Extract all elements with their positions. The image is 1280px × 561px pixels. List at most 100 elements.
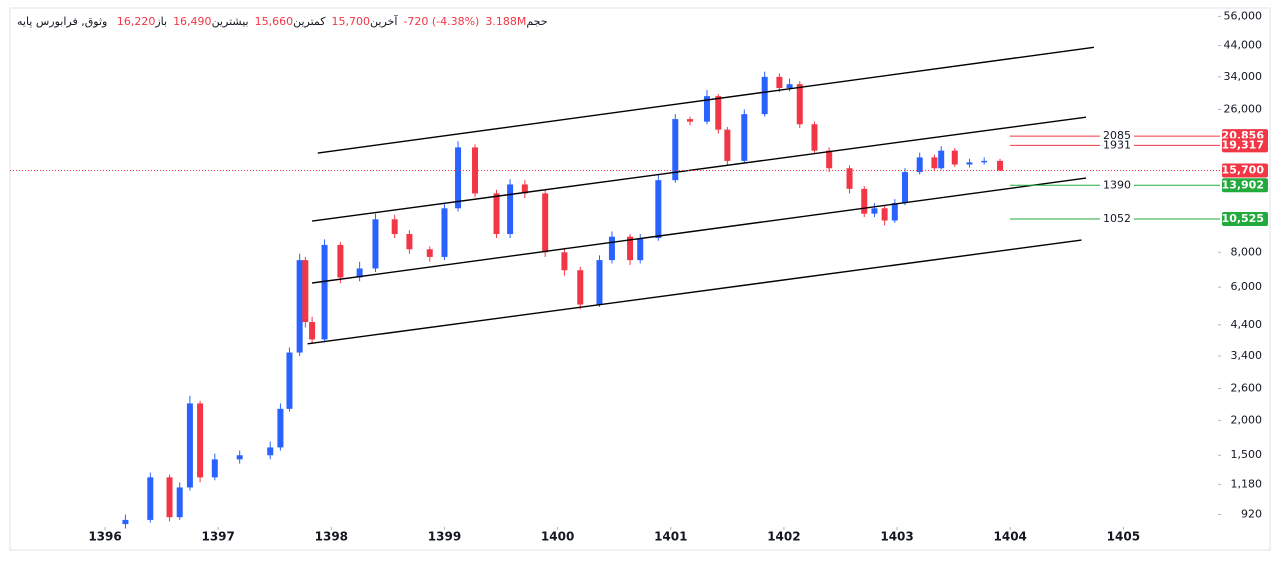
price-tag [1222,212,1268,227]
price-tag [1222,138,1268,153]
candle-body [916,157,923,173]
y-tick-label: 56,000 [1224,9,1263,22]
header-value: 15,700 [331,15,371,28]
candle-body [455,147,462,209]
level-name: 1052 [1103,212,1131,225]
candle-body [938,150,945,169]
header-item: 16,490بیشترین [173,15,249,28]
price-tag [1222,178,1268,193]
candle-body [881,208,888,221]
candle-body [931,157,938,169]
candle-body [891,203,898,221]
candle-body [166,477,173,518]
header-item: 16,220باز [117,15,167,28]
candle-body [776,76,783,89]
y-tick-label: 34,000 [1224,70,1263,83]
x-tick-label: 1402 [767,530,800,544]
candle-body [211,459,218,478]
candle-body [391,219,398,235]
header-label: آخرین [370,15,398,28]
y-tick-label: 26,000 [1224,102,1263,115]
candle-body [687,119,694,122]
candle-body [997,160,1004,171]
candle-body [672,119,679,181]
y-tick-label: 44,000 [1224,39,1263,52]
x-tick-label: 1396 [88,530,121,544]
candle-body [715,96,722,130]
header-label: حجم [526,15,548,28]
x-tick-label: 1405 [1107,530,1140,544]
candle-body [356,268,363,278]
price-tag [1222,163,1268,178]
candle-body [796,84,803,125]
header-value: -720 (-4.38%) [403,15,480,28]
header-item: 15,660کمترین [255,15,326,28]
candle-body [406,234,413,250]
header-label: بیشترین [211,15,249,28]
candle-body [302,260,309,323]
symbol: وثوق, فرابورس پایه [17,15,108,28]
candle-body [786,84,793,89]
candle-body [197,403,204,478]
level-name: 1931 [1103,138,1131,151]
trend-line [312,177,1087,284]
candle-body [309,322,316,340]
header-value: 15,660 [254,15,294,28]
header-item: 3.188Mحجم [485,15,547,28]
candle-body [981,160,988,163]
candle-body [846,168,853,189]
y-tick-label: 2,600 [1231,382,1263,395]
x-tick-label: 1401 [654,530,687,544]
x-tick-label: 1400 [541,530,574,544]
candle-body [176,487,183,518]
candle-body [286,352,293,409]
candle-body [542,193,549,253]
candle-body [637,238,644,261]
candle-body [426,249,433,257]
candle-body [655,180,662,239]
candle-body [724,129,731,161]
candle-body [236,455,243,460]
x-tick-label: 1397 [201,530,234,544]
candle-body [521,184,528,194]
candle-body [761,76,768,115]
header: وثوق, فرابورس پایه 16,220باز 16,490بیشتری… [17,15,554,28]
header-value: 3.188M [485,15,527,28]
candle-body [627,236,634,261]
candle-body [608,236,615,261]
level-label-bg [1100,130,1134,143]
candle-body [871,208,878,214]
candle-body [596,260,603,305]
candle-body [122,519,129,525]
candle-body [507,184,514,235]
level-name: 1390 [1103,178,1131,191]
y-tick-label: 920 [1241,508,1262,521]
candle-body [186,403,193,488]
header-label: باز [155,15,168,28]
chart-frame [9,7,1271,551]
trend-line [307,239,1082,345]
candle-body [372,219,379,269]
level-label-bg [1100,139,1134,152]
header-label: کمترین [293,15,326,28]
y-tick-label: 6,000 [1231,280,1263,293]
candle-body [951,150,958,165]
header-value: 16,490 [173,15,212,28]
candle-body [861,188,868,214]
candle-body [741,114,748,161]
candle-body [811,124,818,151]
y-tick-label: 1,500 [1231,448,1263,461]
level-name: 2085 [1103,129,1131,142]
header-item: 15,700آخرین [332,15,398,28]
candle-body [577,270,584,305]
y-tick-label: 1,180 [1231,477,1263,490]
candle-body [493,193,500,235]
candle-body [901,172,908,204]
x-tick-label: 1403 [880,530,913,544]
trend-line [317,46,1095,154]
level-label-bg [1100,179,1134,192]
candle-body [966,162,973,165]
trend-line [312,116,1087,222]
price-tag-label: 15,700 [1222,164,1265,177]
